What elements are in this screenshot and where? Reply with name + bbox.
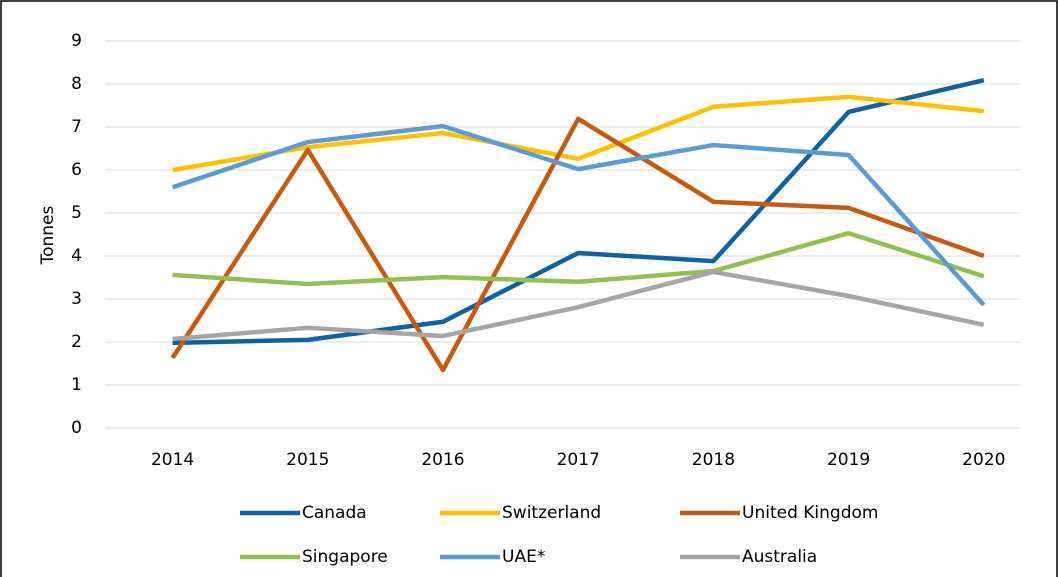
legend-label: Canada <box>302 503 367 523</box>
legend-label: Singapore <box>302 547 388 567</box>
legend-label: Australia <box>742 547 817 567</box>
x-tick-label: 2017 <box>557 450 600 470</box>
y-axis-label: Tonnes <box>38 205 58 265</box>
series-line <box>172 77 985 346</box>
series-line <box>172 94 985 173</box>
x-tick-label: 2019 <box>827 450 870 470</box>
y-tick-label: 7 <box>71 117 82 137</box>
legend-label: UAE* <box>502 547 545 567</box>
y-tick-label: 4 <box>71 246 82 266</box>
y-tick-label: 1 <box>71 375 82 395</box>
series-line <box>172 230 985 287</box>
y-tick-label: 3 <box>71 289 82 309</box>
series-line <box>171 123 986 307</box>
x-tick-label: 2016 <box>421 450 464 470</box>
legend-label: Switzerland <box>502 503 601 523</box>
y-tick-label: 2 <box>71 332 82 352</box>
y-tick-label: 9 <box>71 31 82 51</box>
legend-label: United Kingdom <box>742 503 878 523</box>
x-tick-label: 2015 <box>286 450 329 470</box>
x-tick-label: 2020 <box>962 450 1005 470</box>
y-tick-label: 6 <box>71 160 82 180</box>
y-tick-label: 0 <box>71 418 82 438</box>
y-tick-label: 5 <box>71 203 82 223</box>
series-line <box>170 116 985 373</box>
series-line <box>172 269 985 342</box>
x-tick-label: 2018 <box>692 450 735 470</box>
y-tick-label: 8 <box>71 74 82 94</box>
x-tick-label: 2014 <box>151 450 194 470</box>
